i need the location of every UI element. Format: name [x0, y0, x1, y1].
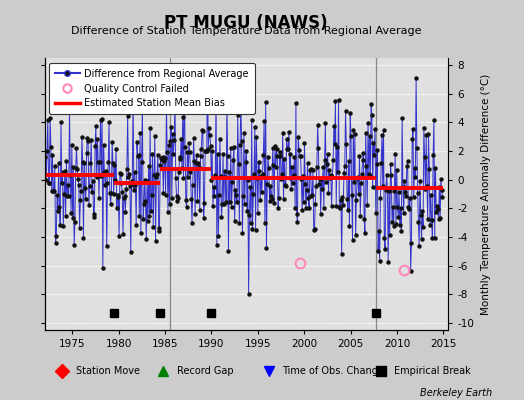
Text: Empirical Break: Empirical Break [394, 366, 471, 376]
Text: Record Gap: Record Gap [177, 366, 233, 376]
Y-axis label: Monthly Temperature Anomaly Difference (°C): Monthly Temperature Anomaly Difference (… [481, 73, 491, 315]
Text: Berkeley Earth: Berkeley Earth [420, 388, 493, 398]
Text: PT MUGU (NAWS): PT MUGU (NAWS) [165, 14, 328, 32]
Legend: Difference from Regional Average, Quality Control Failed, Estimated Station Mean: Difference from Regional Average, Qualit… [49, 63, 255, 114]
Text: Time of Obs. Change: Time of Obs. Change [282, 366, 384, 376]
Text: Station Move: Station Move [76, 366, 140, 376]
Text: Difference of Station Temperature Data from Regional Average: Difference of Station Temperature Data f… [71, 26, 421, 36]
